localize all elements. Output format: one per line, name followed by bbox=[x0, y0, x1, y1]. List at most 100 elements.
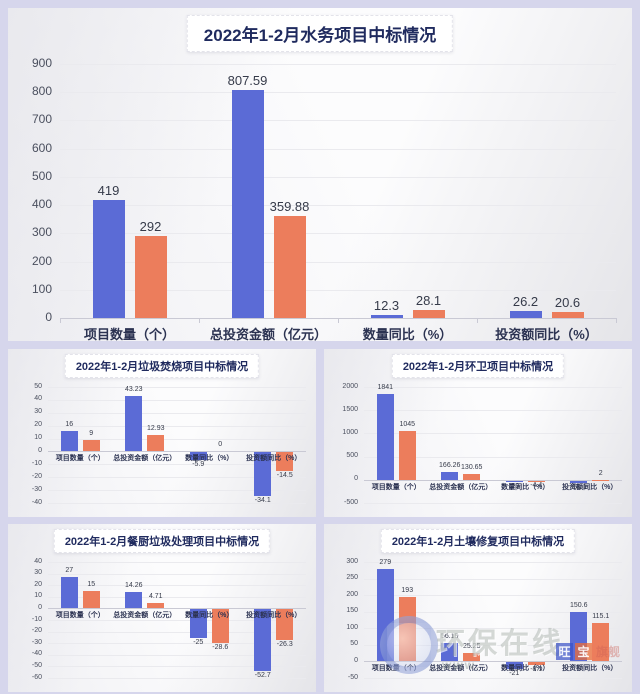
chart-panel-soil-remediation: 2022年1-2月土壤修复项目中标情况 -50 0 50 100 150 200 250 30… bbox=[324, 524, 632, 692]
y-tick-label: -20 bbox=[31, 627, 42, 635]
value-label: 43.23 bbox=[124, 385, 143, 393]
y-tick-label: 20 bbox=[34, 580, 42, 588]
bar-blue bbox=[92, 199, 125, 318]
gridline bbox=[48, 631, 306, 633]
value-label: -51.1 bbox=[570, 484, 587, 492]
y-tick-label: -10 bbox=[31, 459, 42, 467]
bar-orange bbox=[147, 602, 165, 609]
x-axis-label: 投资额同比（%） bbox=[562, 665, 618, 673]
y-tick-label: 10 bbox=[34, 434, 42, 442]
chart-title: 2022年1-2月餐厨垃圾处理项目中标情况 bbox=[53, 529, 271, 553]
value-label: 0 bbox=[218, 441, 223, 449]
gridline bbox=[48, 387, 306, 388]
y-tick-label: 500 bbox=[346, 452, 358, 460]
y-tick-label: 40 bbox=[34, 395, 42, 403]
y-tick-label: 100 bbox=[31, 281, 52, 296]
chart-panel-water-main: 2022年1-2月水务项目中标情况 0 100 200 300 400 500 600 700… bbox=[8, 8, 632, 341]
value-label: -8.1 bbox=[530, 666, 543, 674]
y-tick-label: 0 bbox=[38, 446, 42, 454]
plot-area: -50 0 50 100 150 200 250 300 项目数量（个） 279 193 总投资金额（… bbox=[346, 558, 622, 681]
value-label: 166.26 bbox=[439, 462, 461, 470]
gridline bbox=[48, 620, 306, 621]
axis-tick bbox=[60, 318, 61, 323]
gridline bbox=[48, 643, 306, 645]
value-label: -52.7 bbox=[254, 671, 271, 679]
x-axis-label: 数量同比（%） bbox=[362, 327, 453, 341]
gridline bbox=[60, 64, 616, 65]
bar-orange bbox=[412, 310, 445, 318]
gridline bbox=[364, 578, 622, 580]
value-label: -34.1 bbox=[254, 497, 271, 505]
bar-orange bbox=[398, 597, 416, 662]
x-axis-label: 总投资金额（亿元） bbox=[113, 612, 177, 620]
x-axis-label: 投资额同比（%） bbox=[562, 483, 618, 491]
y-tick-label: 800 bbox=[31, 84, 52, 99]
y-tick-label: -500 bbox=[343, 498, 358, 506]
value-label: 419 bbox=[97, 182, 120, 198]
value-label: 20.6 bbox=[554, 295, 581, 311]
bar-orange bbox=[592, 479, 610, 481]
bar-blue bbox=[570, 480, 588, 484]
bar-orange bbox=[551, 312, 584, 318]
bar-blue bbox=[509, 310, 542, 318]
x-axis-label: 总投资金额（亿元） bbox=[429, 665, 493, 673]
x-axis-label: 项目数量（个） bbox=[371, 665, 421, 673]
bar-orange bbox=[134, 235, 167, 318]
gridline bbox=[48, 477, 306, 479]
y-tick-label: 300 bbox=[346, 557, 358, 565]
chart-panel-sanitation: 2022年1-2月环卫项目中标情况 -500 0 500 1000 1500 2000 项目… bbox=[324, 349, 632, 517]
axis-baseline bbox=[48, 608, 306, 610]
plot-area: -60 -50 -40 -30 -20 -10 0 10 20 30 40 项目数量（个） 27 15 总投… bbox=[32, 558, 306, 681]
gridline bbox=[48, 596, 306, 598]
chart-title: 2022年1-2月环卫项目中标情况 bbox=[391, 354, 565, 378]
bar-orange bbox=[276, 452, 294, 472]
y-tick-label: 700 bbox=[31, 112, 52, 127]
bar-orange bbox=[463, 653, 481, 662]
x-axis-label: 投资额同比（%） bbox=[246, 455, 302, 463]
value-label: 130.65 bbox=[461, 463, 483, 471]
y-tick-label: 30 bbox=[34, 408, 42, 416]
gridline bbox=[48, 425, 306, 427]
bar-blue bbox=[125, 395, 143, 452]
value-label: 1841 bbox=[377, 384, 394, 392]
value-label: 56.19 bbox=[440, 632, 459, 640]
bar-blue bbox=[254, 452, 272, 497]
x-axis-label: 数量同比（%） bbox=[501, 483, 550, 491]
value-label: 9 bbox=[89, 429, 94, 437]
value-label: 12.93 bbox=[146, 424, 165, 432]
gridline bbox=[364, 456, 622, 458]
y-tick-label: 1500 bbox=[342, 405, 358, 413]
value-label: 4.71 bbox=[148, 592, 163, 600]
chart-panel-waste-incineration: 2022年1-2月垃圾焚烧项目中标情况 -40 -30 -20 -10 0 10 20 30 4… bbox=[8, 349, 316, 517]
y-tick-label: 10 bbox=[34, 592, 42, 600]
gridline bbox=[364, 410, 622, 412]
bar-blue bbox=[231, 90, 264, 318]
value-label: 279 bbox=[379, 558, 392, 566]
gridline bbox=[48, 654, 306, 656]
value-label: 16 bbox=[65, 420, 74, 428]
y-tick-label: 300 bbox=[31, 225, 52, 240]
gridline bbox=[60, 233, 616, 235]
gridline bbox=[364, 503, 622, 504]
y-tick-label: -30 bbox=[31, 638, 42, 646]
y-tick-label: 0 bbox=[38, 603, 42, 611]
y-tick-label: 50 bbox=[34, 382, 42, 390]
value-label: 193 bbox=[401, 587, 414, 595]
bar-blue bbox=[505, 662, 523, 670]
y-tick-label: 250 bbox=[346, 574, 358, 582]
x-axis-label: 投资额同比（%） bbox=[495, 327, 598, 341]
gridline bbox=[48, 585, 306, 587]
plot-area: -40 -30 -20 -10 0 10 20 30 40 50 项目数量（个） 16 9 总投资金额（亿… bbox=[32, 383, 306, 506]
bar-blue bbox=[60, 577, 78, 609]
x-axis-label: 总投资金额（亿元） bbox=[113, 455, 177, 463]
value-label: 28.1 bbox=[415, 293, 442, 309]
gridline bbox=[48, 678, 306, 679]
y-tick-label: -50 bbox=[31, 661, 42, 669]
y-tick-label: 20 bbox=[34, 421, 42, 429]
gridline bbox=[48, 666, 306, 668]
bar-blue bbox=[376, 568, 394, 662]
gridline bbox=[364, 678, 622, 679]
gridline bbox=[60, 176, 616, 178]
y-tick-label: 150 bbox=[346, 607, 358, 615]
bar-blue bbox=[376, 394, 394, 480]
